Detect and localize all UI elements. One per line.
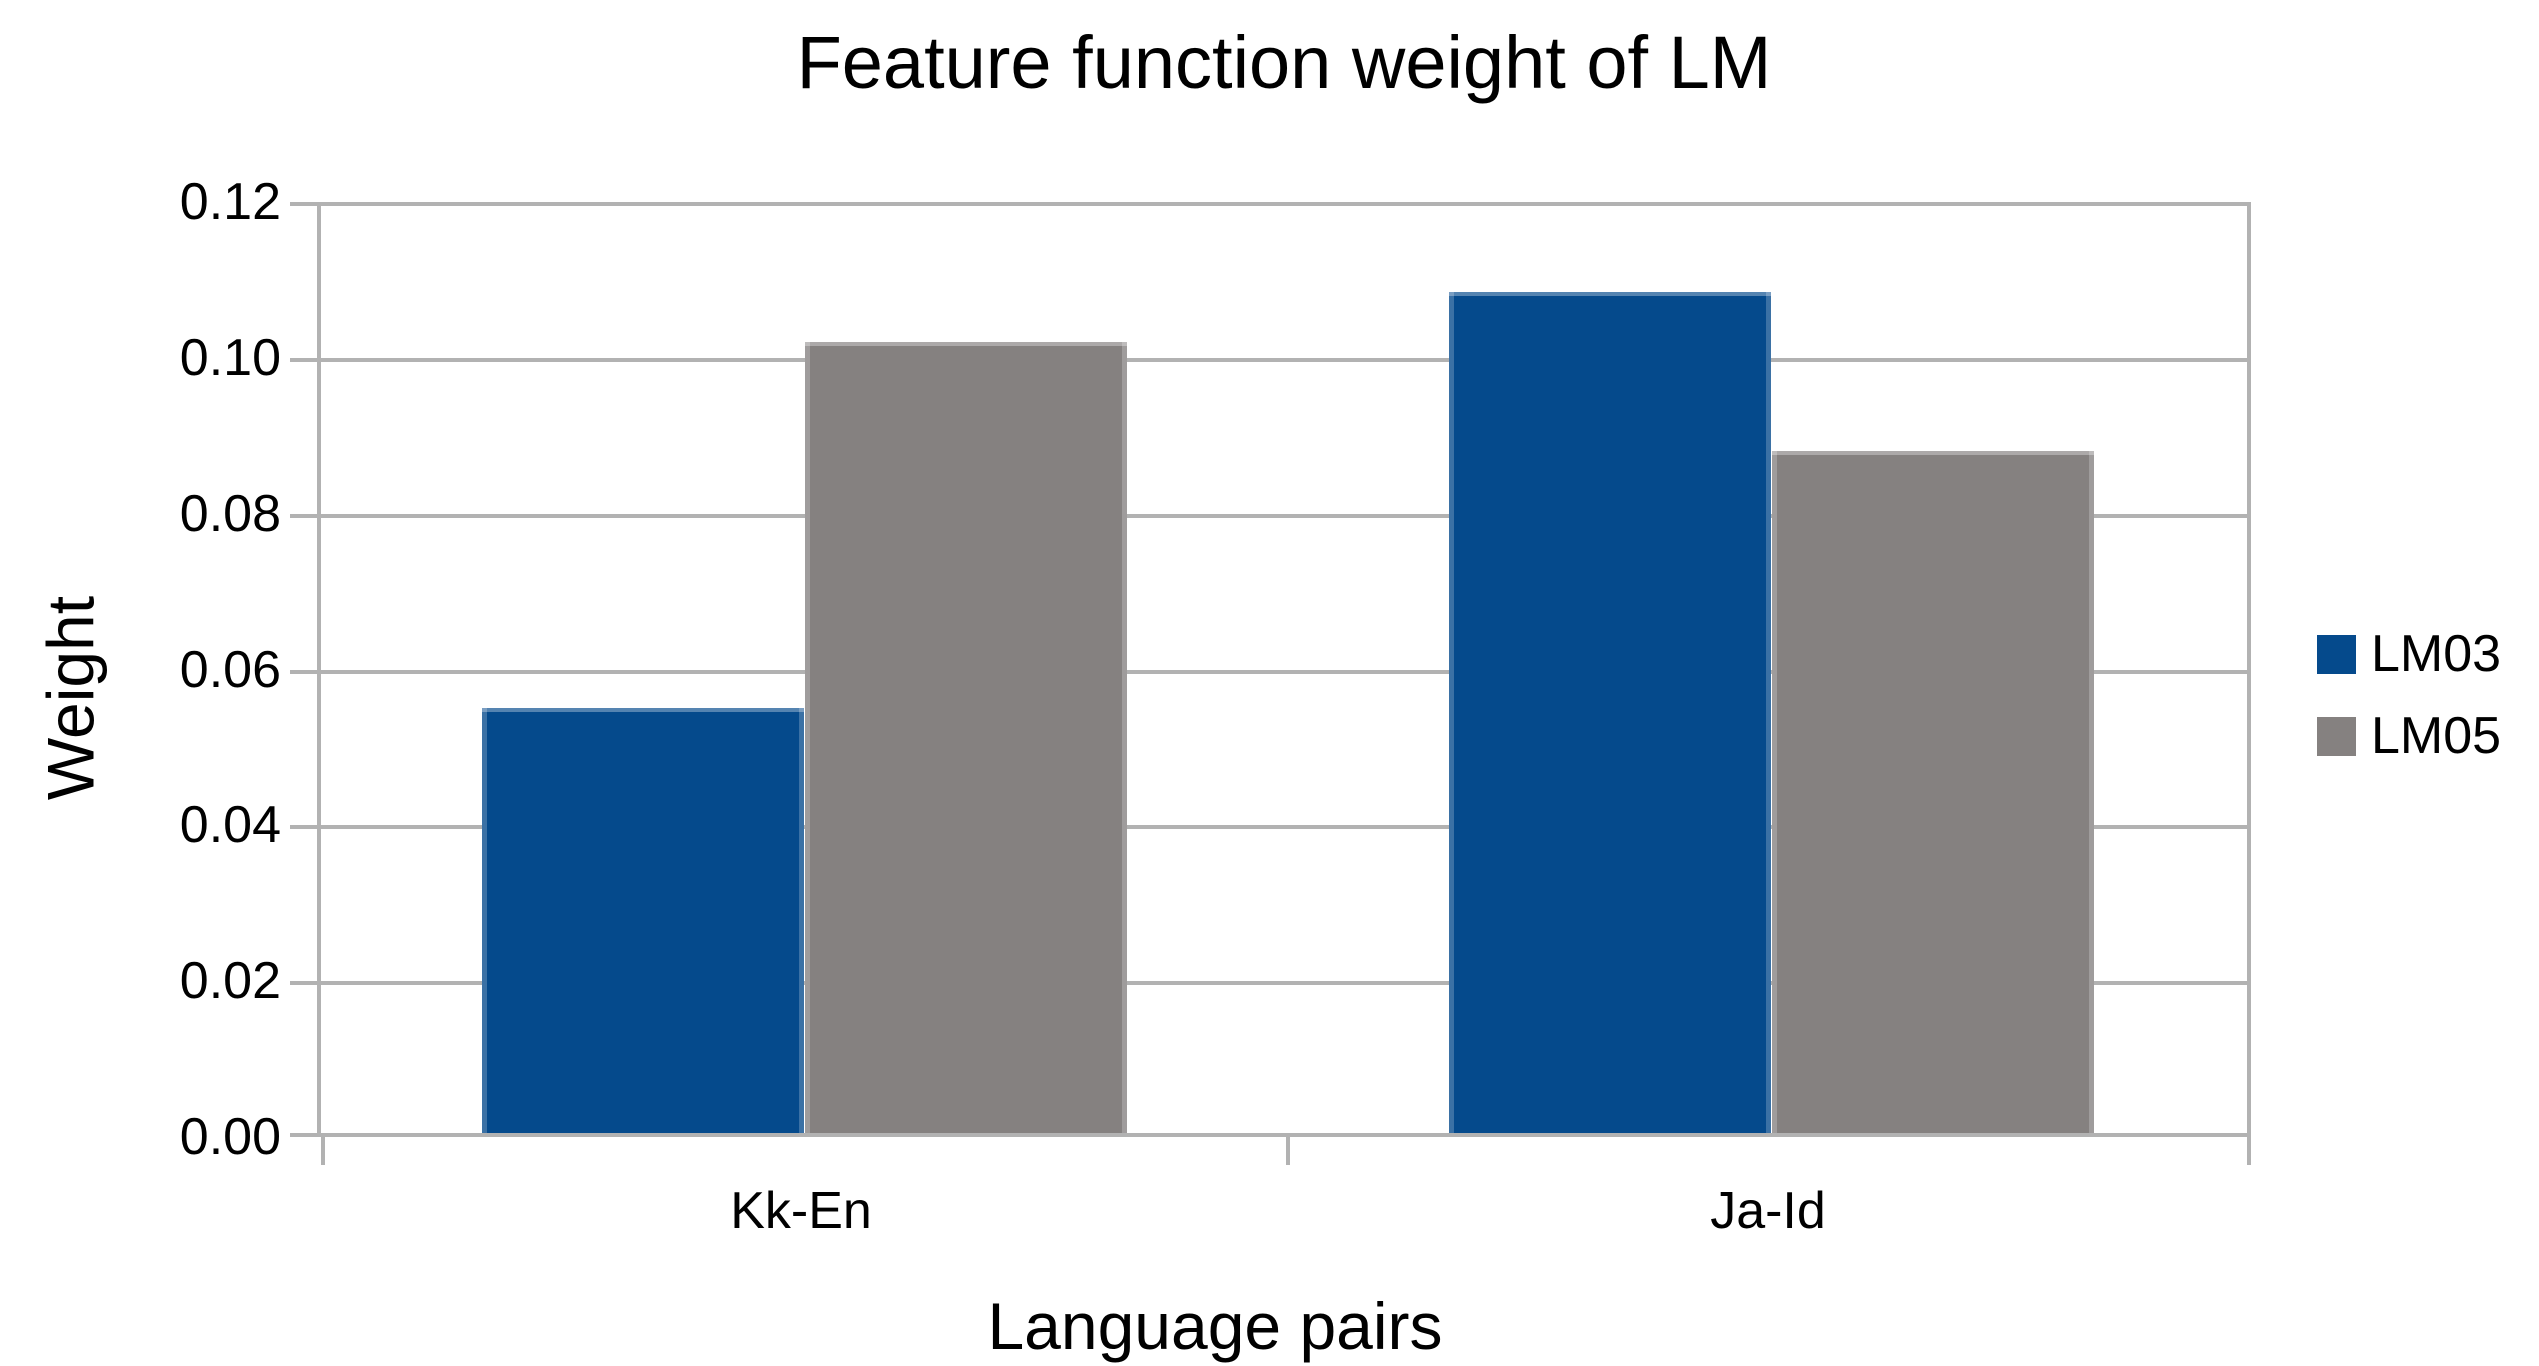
x-axis-tick-2 — [2247, 1137, 2251, 1165]
legend-item-LM03: LM03 — [2317, 624, 2501, 684]
bar-LM03-Kk-En — [482, 708, 804, 1137]
legend-swatch-LM03 — [2317, 634, 2356, 674]
legend: LM03 LM05 — [2317, 624, 2501, 766]
chart-title: Feature function weight of LM — [796, 21, 1772, 104]
bar-LM05-Ja-Id — [1772, 451, 2094, 1137]
y-tick-label-0.02: 0.02 — [179, 952, 281, 1010]
gridline-0.10 — [290, 358, 2251, 362]
gridline-0.06 — [290, 670, 2251, 674]
y-tick-label-0.12: 0.12 — [179, 173, 281, 231]
gridline-0.08 — [290, 514, 2251, 518]
bar-LM03-Ja-Id — [1449, 292, 1771, 1137]
legend-item-LM05: LM05 — [2317, 706, 2501, 766]
gridline-0.00 — [290, 1133, 2251, 1137]
y-axis-tick-labels: 0.00 0.02 0.04 0.06 0.08 0.10 0.12 — [0, 173, 281, 1166]
x-category-label-Ja-Id: Ja-Id — [1710, 1182, 1826, 1240]
legend-swatch-LM05 — [2317, 716, 2356, 756]
x-axis-tick-0 — [321, 1137, 325, 1165]
y-tick-label-0.10: 0.10 — [179, 329, 281, 387]
gridline-0.02 — [290, 981, 2251, 985]
x-axis-title: Language pairs — [987, 1289, 1443, 1363]
y-tick-label-0.00: 0.00 — [179, 1108, 281, 1166]
bar-LM05-Kk-En — [805, 342, 1127, 1137]
y-tick-label-0.04: 0.04 — [179, 796, 281, 854]
gridline-0.04 — [290, 825, 2251, 829]
plot-area — [290, 202, 2251, 1165]
x-category-label-Kk-En: Kk-En — [730, 1182, 872, 1240]
legend-label-LM05: LM05 — [2371, 707, 2502, 765]
legend-label-LM03: LM03 — [2371, 625, 2502, 683]
x-axis-tick-1 — [1286, 1137, 1290, 1165]
y-tick-label-0.08: 0.08 — [179, 485, 281, 543]
gridline-0.12 — [290, 202, 2251, 206]
y-tick-label-0.06: 0.06 — [179, 641, 281, 699]
